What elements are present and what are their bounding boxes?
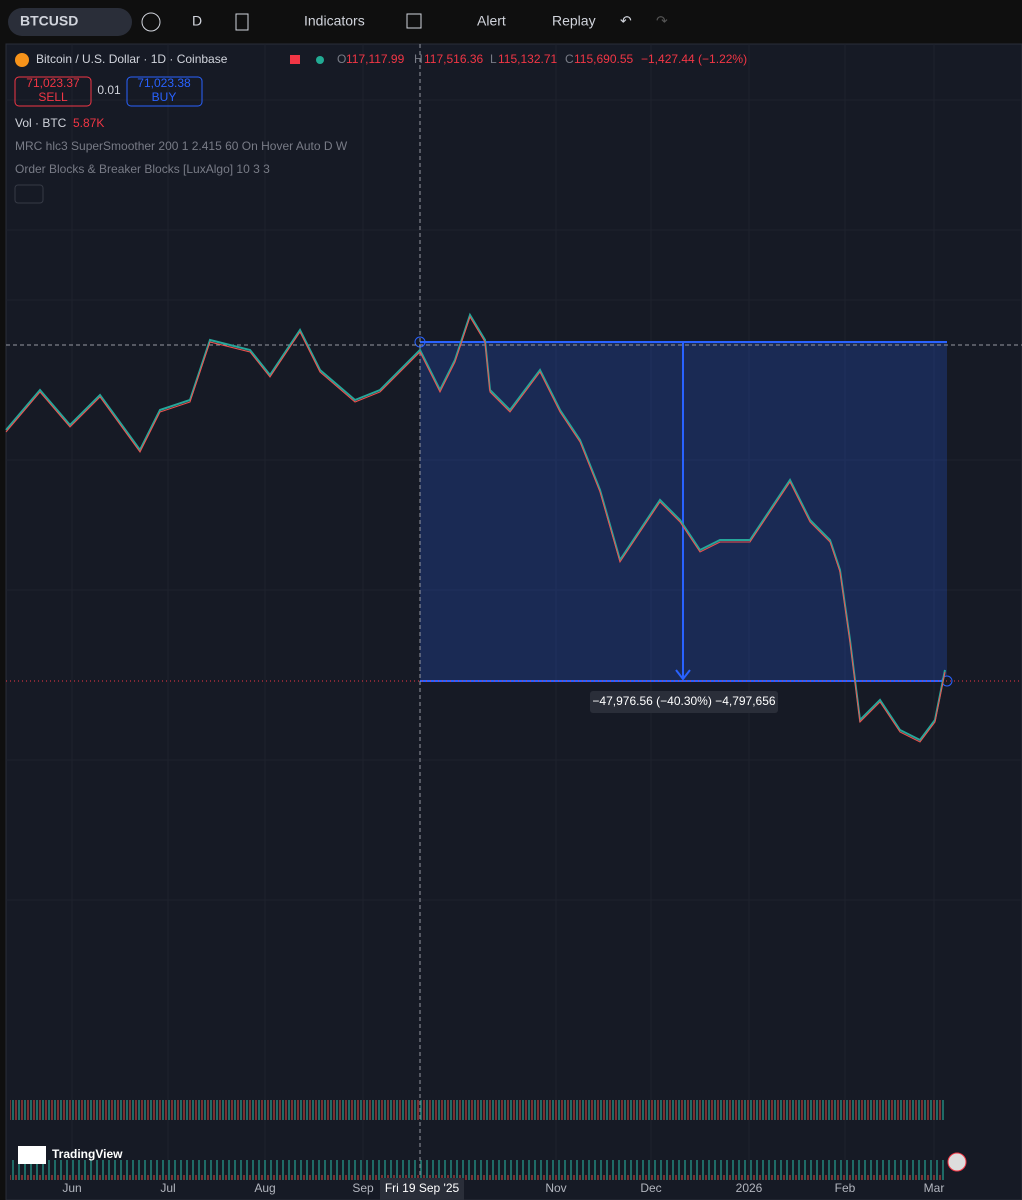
- ohlc-label: H: [414, 52, 423, 66]
- grid: [6, 44, 1022, 1180]
- legend-title: Bitcoin / U.S. Dollar · 1D · Coinbase: [36, 52, 228, 66]
- event-icon[interactable]: [947, 1152, 967, 1172]
- ohlc-label: C: [565, 52, 574, 66]
- redo[interactable]: ↷: [656, 13, 668, 29]
- buy-button[interactable]: [126, 76, 203, 107]
- sell-label[interactable]: SELL: [38, 90, 68, 104]
- flag: [290, 55, 300, 64]
- ohlc-value: 115,132.71: [498, 52, 557, 66]
- time-label: 2026: [736, 1181, 763, 1195]
- time-label: Aug: [254, 1181, 275, 1195]
- ohlc-value: 115,690.55: [574, 52, 633, 66]
- crosshair-label-box: [380, 1178, 464, 1200]
- replay-button[interactable]: Replay: [552, 13, 596, 29]
- time-label: Jun: [62, 1181, 81, 1195]
- indicator-name: Vol · BTC: [15, 116, 67, 130]
- ohlc-value: 117,516.36: [424, 52, 483, 66]
- time-label: Mar: [924, 1181, 945, 1195]
- collapse-button[interactable]: [14, 184, 44, 204]
- ohlc-value: 117,117.99: [346, 52, 405, 66]
- ohlc-label: L: [490, 52, 497, 66]
- sell-price[interactable]: 71,023.37: [26, 76, 80, 90]
- time-label: Sep: [352, 1181, 374, 1195]
- time-label: Dec: [640, 1181, 661, 1195]
- alert-button[interactable]: Alert: [477, 13, 506, 29]
- symbol[interactable]: BTCUSD: [20, 13, 78, 29]
- price-path: [5, 312, 946, 742]
- toolbar: [0, 0, 1022, 44]
- time-label: Jul: [160, 1181, 175, 1195]
- spread: 0.01: [97, 83, 121, 97]
- buy-price[interactable]: 71,023.38: [137, 76, 191, 90]
- chart-type[interactable]: [235, 13, 249, 31]
- buy-label[interactable]: BUY: [152, 90, 177, 104]
- undo[interactable]: ↶: [620, 13, 632, 29]
- watermark: TradingView: [52, 1147, 123, 1161]
- market-status: [316, 56, 324, 64]
- chart-pane: [5, 43, 1022, 1200]
- sell-button[interactable]: [14, 76, 92, 107]
- price-path-down: [5, 315, 946, 743]
- time-label: Feb: [835, 1181, 856, 1195]
- indicator-name: MRC hlc3 SuperSmoother 200 1 2.415 60 On…: [15, 139, 348, 153]
- symbol-icon: [15, 53, 29, 67]
- indicators-button[interactable]: Indicators: [304, 13, 365, 29]
- crosshair-label: Fri 19 Sep '25: [385, 1181, 460, 1195]
- add-symbol[interactable]: [141, 12, 161, 32]
- measure-label-box: [590, 691, 778, 713]
- time-axis: Jun Jul Aug Sep Nov Dec 2026 Feb Mar: [62, 1181, 944, 1195]
- time-label: Nov: [545, 1181, 566, 1195]
- indicator-value: 5.87K: [73, 116, 104, 130]
- volume-bars: [10, 1100, 945, 1180]
- measure-label: −47,976.56 (−40.30%) −4,797,656: [592, 694, 775, 708]
- indicator-name: Order Blocks & Breaker Blocks [LuxAlgo] …: [15, 162, 270, 176]
- symbol-search[interactable]: [8, 8, 132, 36]
- watermark-logo: [18, 1146, 46, 1164]
- interval[interactable]: D: [192, 13, 202, 29]
- change: −1,427.44 (−1.22%): [641, 52, 747, 66]
- arrow-head: [675, 669, 691, 681]
- ohlc-label: O: [337, 52, 346, 66]
- layouts[interactable]: [406, 13, 422, 29]
